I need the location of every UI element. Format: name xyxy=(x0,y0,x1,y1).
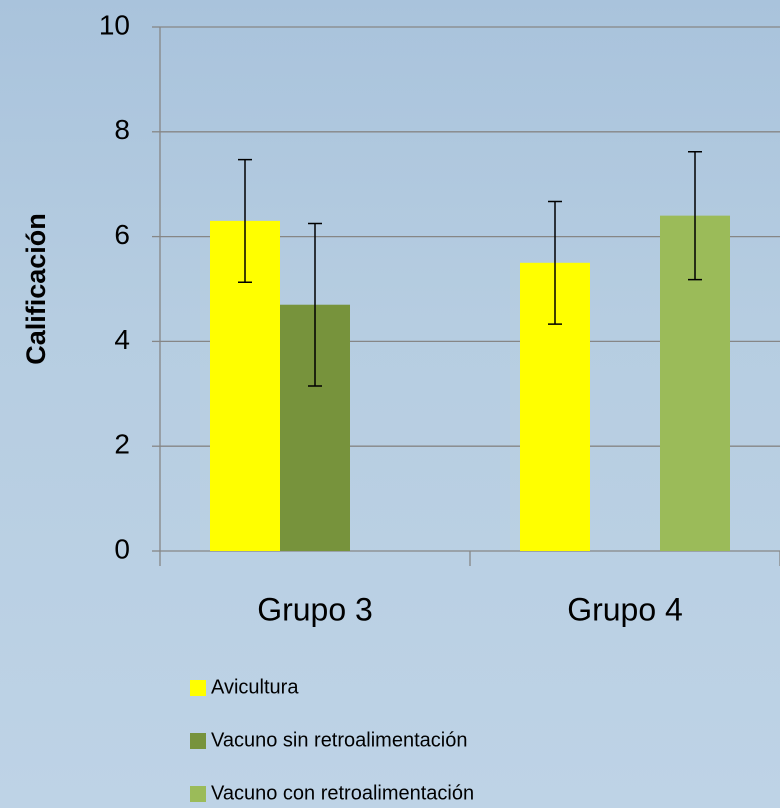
y-tick-label: 8 xyxy=(114,114,130,145)
x-tick-label: Grupo 4 xyxy=(567,591,683,627)
legend-swatch xyxy=(190,786,206,802)
y-tick-label: 0 xyxy=(114,533,130,564)
error-bar xyxy=(308,222,322,387)
legend-label: Avicultura xyxy=(211,676,299,698)
legend-swatch xyxy=(190,733,206,749)
legend-swatch xyxy=(190,680,206,696)
error-bar xyxy=(688,150,702,281)
error-bar xyxy=(238,158,252,283)
legend-label: Vacuno sin retroalimentación xyxy=(211,729,467,751)
y-tick-label: 2 xyxy=(114,429,130,460)
x-tick-label: Grupo 3 xyxy=(257,591,373,627)
y-axis-label: Calificación xyxy=(21,213,51,365)
y-tick-label: 6 xyxy=(114,219,130,250)
y-tick-label: 10 xyxy=(99,9,130,40)
error-bar xyxy=(548,200,562,325)
y-tick-label: 4 xyxy=(114,324,130,355)
legend-label: Vacuno con retroalimentación xyxy=(211,782,474,804)
